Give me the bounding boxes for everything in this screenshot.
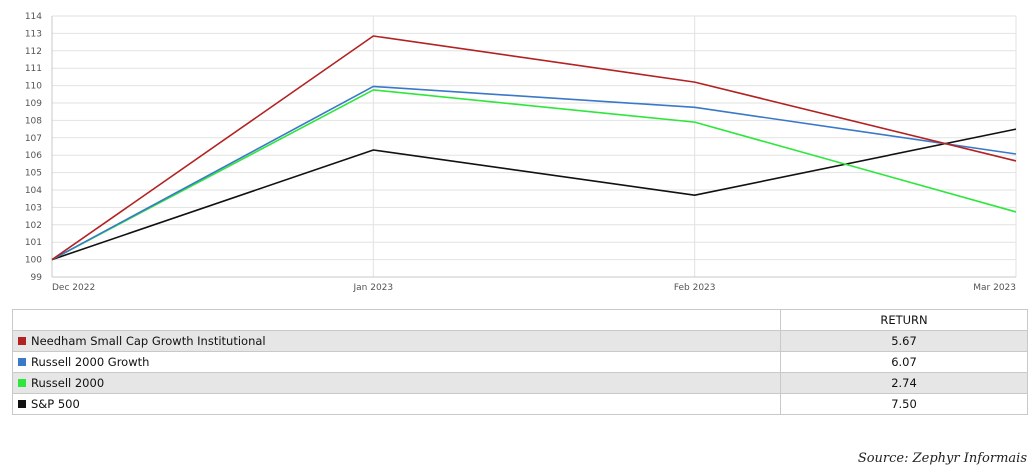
series-name: Needham Small Cap Growth Institutional bbox=[31, 334, 266, 348]
y-tick-label: 114 bbox=[25, 12, 42, 22]
returns-table: RETURN Needham Small Cap Growth Institut… bbox=[12, 309, 1028, 415]
x-tick-label: Jan 2023 bbox=[353, 283, 394, 293]
y-tick-label: 105 bbox=[25, 169, 42, 179]
y-tick-label: 107 bbox=[25, 134, 42, 144]
y-tick-label: 108 bbox=[25, 116, 42, 126]
table-row: Needham Small Cap Growth Institutional 5… bbox=[12, 330, 1028, 352]
table-row: Russell 2000 Growth 6.07 bbox=[12, 351, 1028, 373]
y-tick-label: 99 bbox=[31, 273, 43, 283]
series-return: 6.07 bbox=[780, 351, 1028, 373]
table-row: Russell 2000 2.74 bbox=[12, 372, 1028, 394]
table-header-row: RETURN bbox=[12, 309, 1028, 331]
y-tick-label: 112 bbox=[25, 47, 42, 57]
y-tick-label: 113 bbox=[25, 29, 42, 39]
series-line bbox=[51, 89, 1017, 261]
series-name: S&P 500 bbox=[31, 397, 80, 411]
series-return: 7.50 bbox=[780, 393, 1028, 415]
y-tick-label: 111 bbox=[25, 64, 42, 74]
series-line bbox=[51, 128, 1017, 261]
x-tick-label: Dec 2022 bbox=[52, 283, 95, 293]
table-header-return: RETURN bbox=[780, 309, 1028, 331]
y-tick-label: 101 bbox=[25, 238, 42, 248]
series-name-cell: Needham Small Cap Growth Institutional bbox=[12, 330, 781, 352]
series-color-swatch bbox=[18, 400, 26, 408]
series-line bbox=[51, 35, 1017, 261]
y-tick-label: 103 bbox=[25, 203, 42, 213]
y-tick-label: 109 bbox=[25, 99, 42, 109]
series-name: Russell 2000 bbox=[31, 376, 105, 390]
chart-svg: 99 100 101 102 103 104 105 106 107 108 109 110 111 11… bbox=[25, 12, 1017, 293]
series-name: Russell 2000 Growth bbox=[31, 355, 150, 369]
source-note: Source: Zephyr Informais bbox=[857, 451, 1027, 466]
series-name-cell: S&P 500 bbox=[12, 393, 781, 415]
series-color-swatch bbox=[18, 379, 26, 387]
x-tick-label: Feb 2023 bbox=[674, 283, 716, 293]
series-return: 5.67 bbox=[780, 330, 1028, 352]
series-color-swatch bbox=[18, 358, 26, 366]
y-tick-label: 104 bbox=[25, 186, 42, 196]
series-return: 2.74 bbox=[780, 372, 1028, 394]
table-header-name bbox=[12, 309, 781, 331]
series-line bbox=[51, 85, 1017, 261]
series-name-cell: Russell 2000 Growth bbox=[12, 351, 781, 373]
line-chart: 99 100 101 102 103 104 105 106 107 108 109 110 111 11… bbox=[25, 12, 1017, 293]
y-tick-label: 106 bbox=[25, 151, 42, 161]
y-tick-label: 110 bbox=[25, 82, 42, 92]
y-tick-label: 102 bbox=[25, 221, 42, 231]
table-row: S&P 500 7.50 bbox=[12, 393, 1028, 415]
series-name-cell: Russell 2000 bbox=[12, 372, 781, 394]
x-tick-label: Mar 2023 bbox=[973, 283, 1016, 293]
series-color-swatch bbox=[18, 337, 26, 345]
y-tick-label: 100 bbox=[25, 256, 42, 266]
